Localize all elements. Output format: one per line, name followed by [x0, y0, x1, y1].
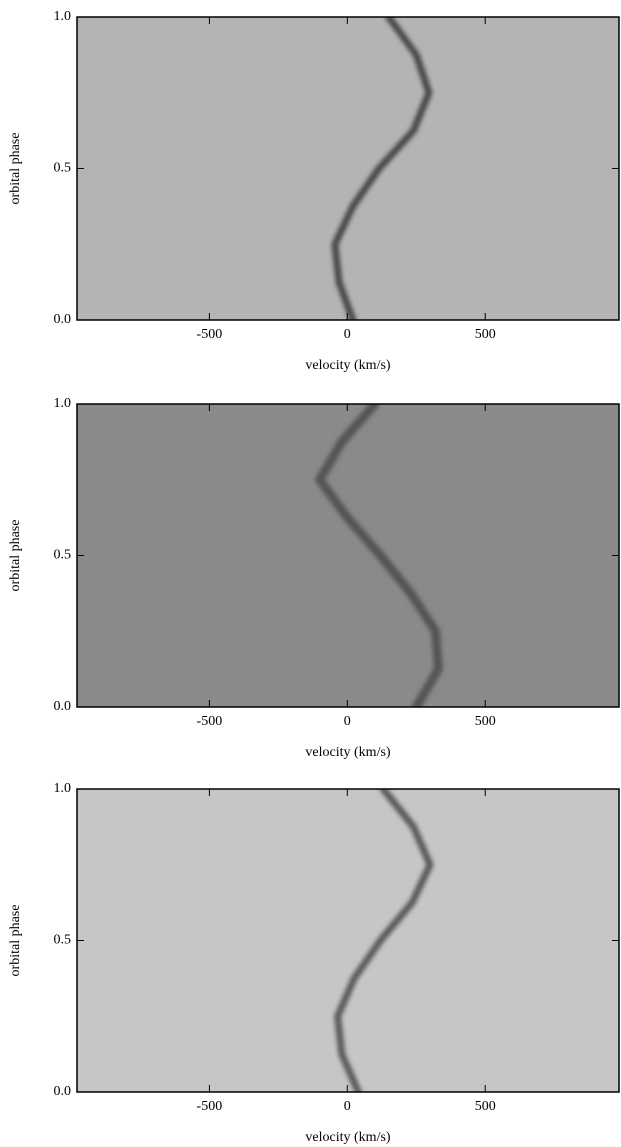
x-tick-label: 500 [475, 714, 496, 729]
trail [315, 404, 443, 707]
y-axis-label: orbital phase [8, 133, 23, 205]
plot-frame [76, 788, 620, 1093]
y-tick-label: 0.0 [54, 1084, 72, 1099]
y-axis-label: orbital phase [8, 905, 23, 977]
panel: -500 0 500 0.0 0.5 1.0 velocity (km/s) orbital … [8, 781, 620, 1145]
plot-background [77, 789, 619, 1092]
y-tick-label: 1.0 [54, 781, 72, 796]
x-axis-label: velocity (km/s) [305, 358, 390, 373]
trail [331, 17, 433, 320]
x-tick-label: 0 [344, 1099, 351, 1114]
x-tick-label: -500 [197, 714, 223, 729]
x-axis-label: velocity (km/s) [305, 745, 390, 760]
x-tick-label: 500 [475, 327, 496, 342]
x-tick-label: 500 [475, 1099, 496, 1114]
y-axis-label: orbital phase [8, 520, 23, 592]
plot-frame [76, 16, 620, 321]
y-tick-label: 0.5 [54, 161, 72, 176]
trail [334, 789, 434, 1092]
x-axis-label: velocity (km/s) [305, 1130, 390, 1145]
y-tick-label: 0.0 [54, 699, 72, 714]
panel: -500 0 500 0.0 0.5 1.0 velocity (km/s) orbital … [8, 9, 620, 373]
y-tick-label: 0.5 [54, 548, 72, 563]
plot-background [77, 17, 619, 320]
plot-background [77, 404, 619, 707]
plot-frame [76, 403, 620, 708]
y-tick-label: 0.0 [54, 312, 72, 327]
x-tick-label: -500 [197, 327, 223, 342]
x-tick-label: 0 [344, 327, 351, 342]
x-tick-label: -500 [197, 1099, 223, 1114]
y-tick-label: 0.5 [54, 933, 72, 948]
panel: -500 0 500 0.0 0.5 1.0 velocity (km/s) orbital … [8, 396, 620, 760]
y-tick-label: 1.0 [54, 396, 72, 411]
x-tick-label: 0 [344, 714, 351, 729]
y-tick-label: 1.0 [54, 9, 72, 24]
